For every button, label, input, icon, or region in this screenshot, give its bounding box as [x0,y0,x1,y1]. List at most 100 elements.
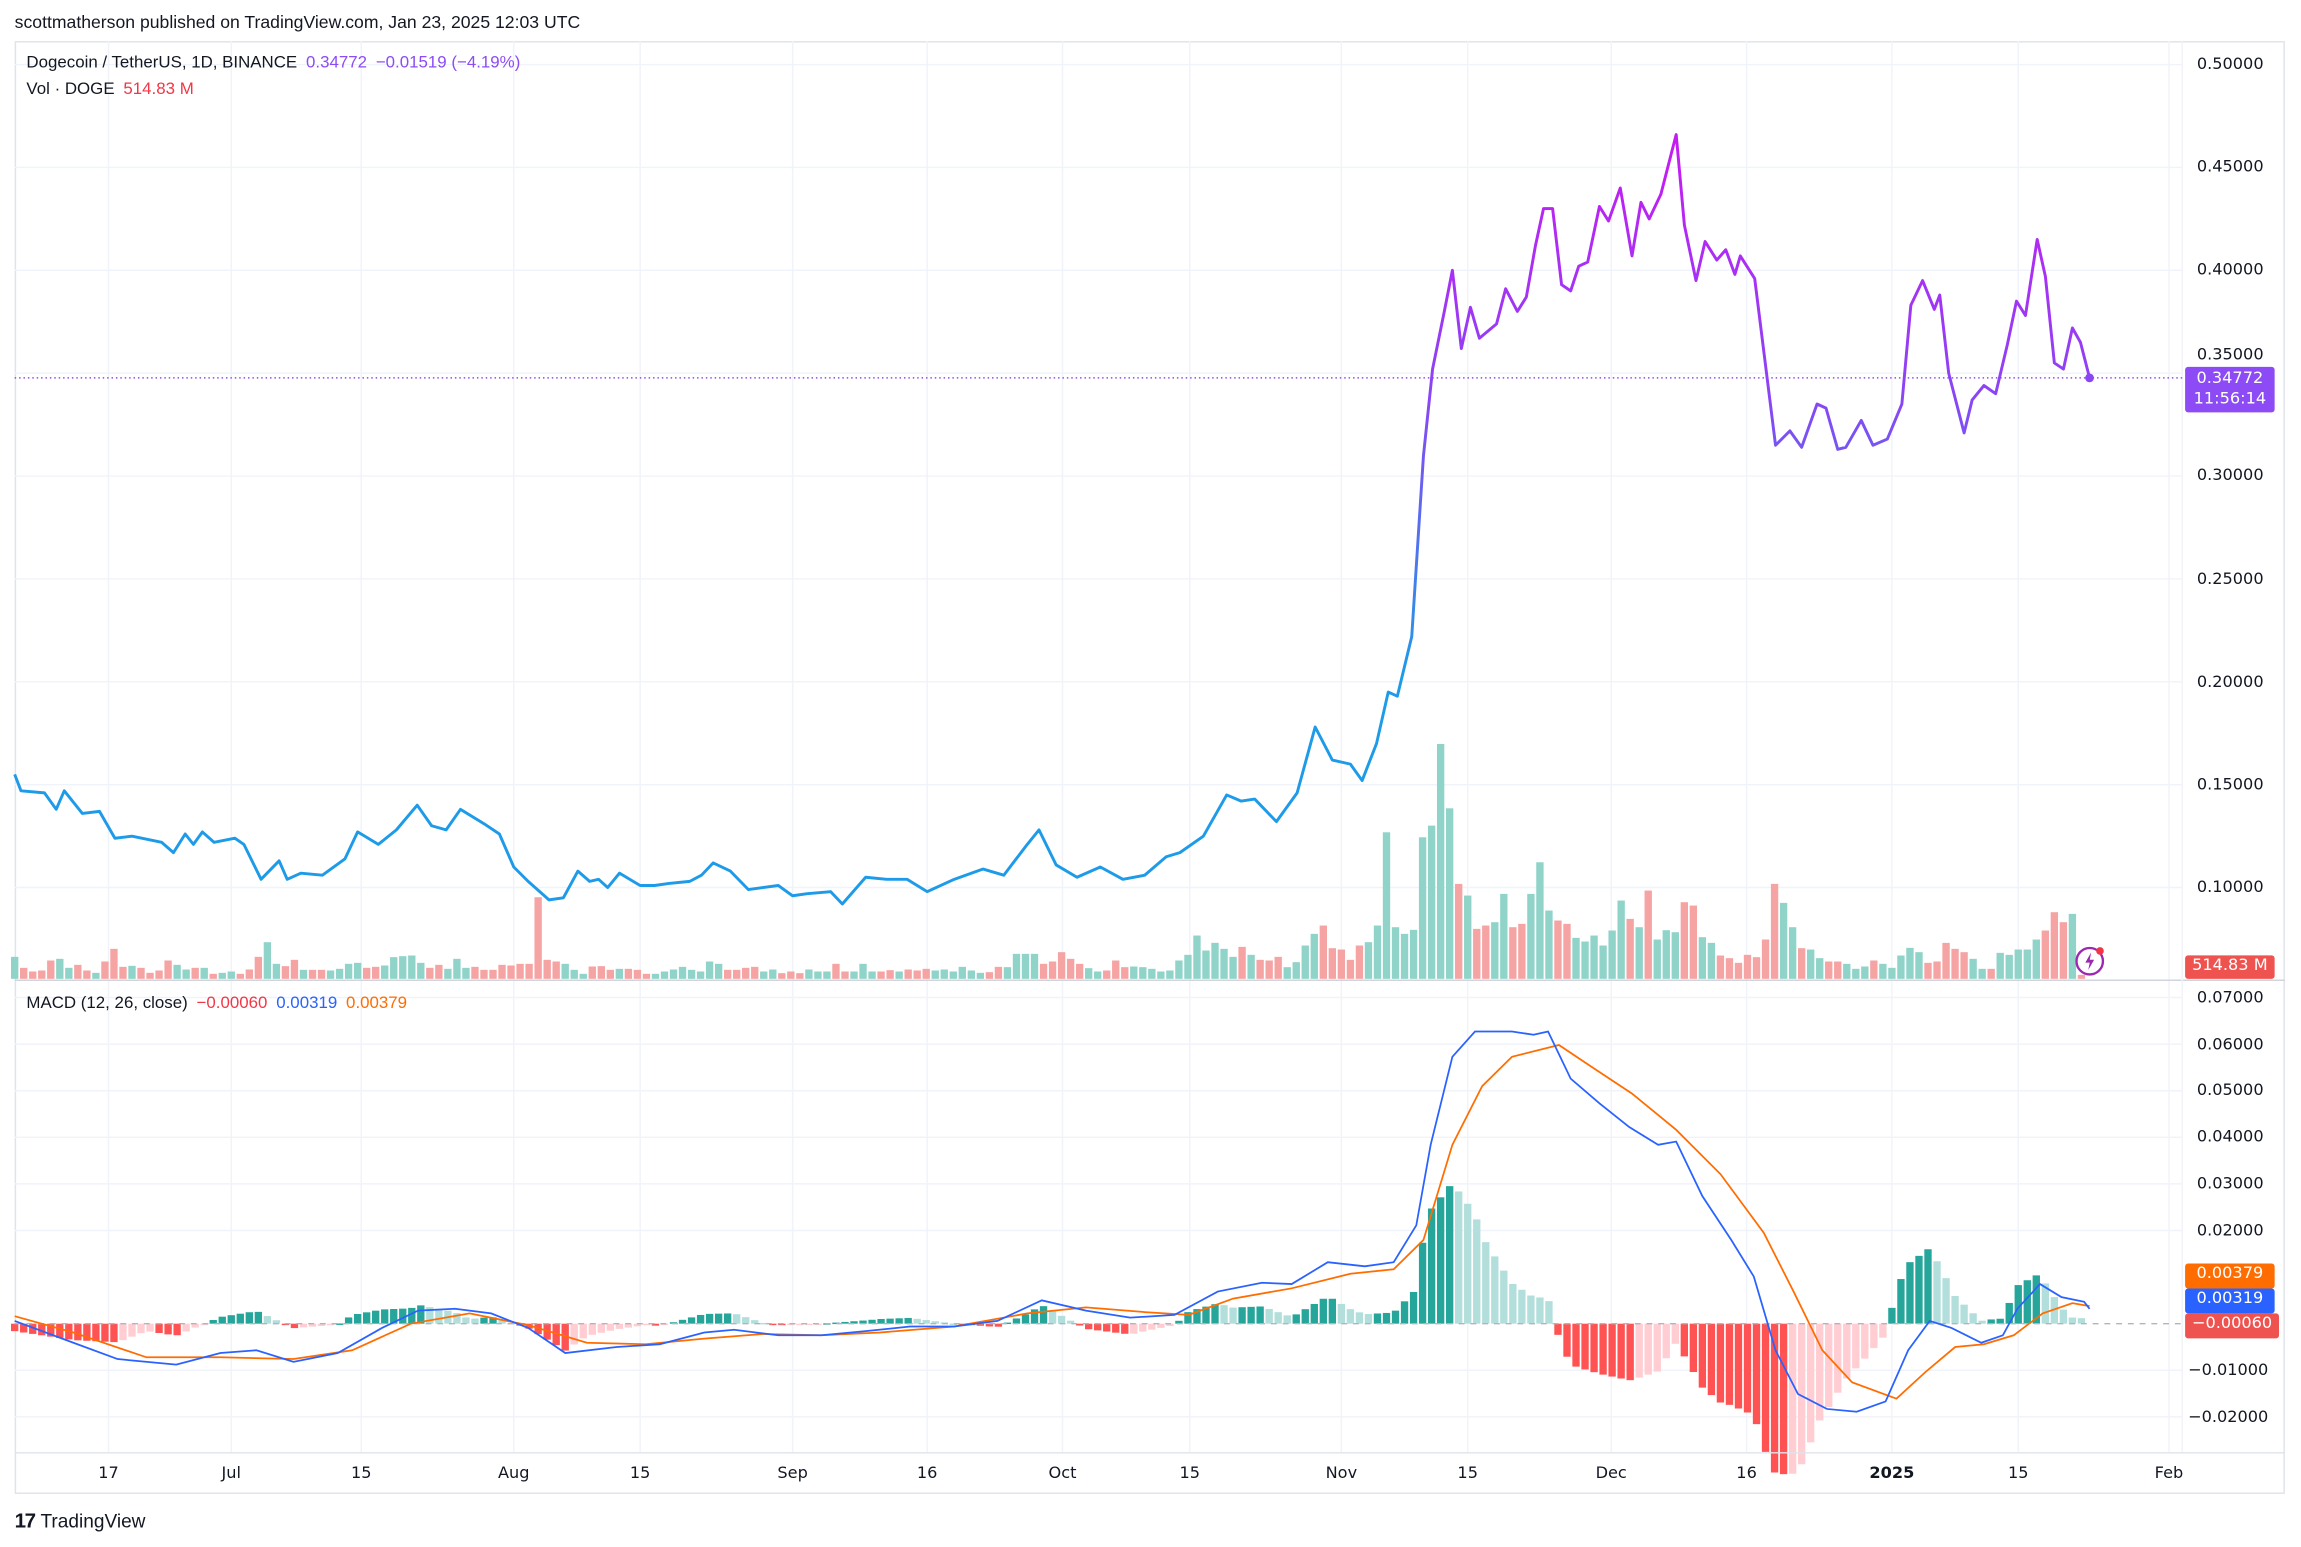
histogram-bar [1355,1312,1364,1324]
volume-bar [2050,912,2059,979]
histogram-bar [1229,1307,1237,1324]
price-tick-label: 0.40000 [2196,260,2264,280]
time-tick-label: 15 [2007,1463,2029,1483]
volume-bar [317,969,326,979]
histogram-bar [101,1323,109,1342]
volume-bar [1473,928,1481,979]
volume-bar [498,964,506,979]
symbol-name[interactable]: Dogecoin / TetherUS, 1D, BINANCE [26,54,298,72]
volume-bar [2032,939,2040,979]
volume-bar [904,969,912,979]
volume-bar [958,966,966,979]
volume-bar [381,965,389,979]
volume-bar [1021,953,1030,979]
histogram-bar [372,1310,380,1324]
macd-hist-value: −0.00060 [196,994,268,1013]
volume-bar [597,966,605,979]
volume-bar [1608,930,1616,979]
lightning-icon[interactable] [2075,946,2105,976]
volume-bar [1265,960,1273,979]
histogram-bar [1572,1323,1580,1367]
histogram-bar [1364,1314,1373,1324]
histogram-bar [1292,1314,1300,1324]
last-price-value: 0.34772 [305,54,368,72]
histogram-bar [1590,1323,1598,1373]
histogram-bar [1897,1279,1905,1324]
histogram-bar [931,1321,939,1324]
histogram-bar [1653,1323,1661,1372]
volume-legend[interactable]: Vol · DOGE 514.83 M [26,81,202,99]
price-change: −0.01519 (−4.19%) [375,54,521,72]
volume-bar [1364,942,1373,979]
volume-bar [760,971,768,979]
volume-bar [1012,953,1021,979]
volume-bar [1752,957,1761,979]
volume-bar [1139,967,1147,979]
volume-bar [1391,927,1400,979]
volume-bar [227,971,235,979]
volume-bar [1103,970,1111,979]
volume-bar [435,964,443,979]
histogram-bar [1888,1307,1896,1324]
macd-legend[interactable]: MACD (12, 26, close) −0.00060 0.00319 0.003… [26,995,415,1013]
histogram-bar [1987,1319,1995,1324]
histogram-bar [1003,1322,1012,1325]
volume-bar [588,966,596,979]
volume-bar [841,971,849,979]
histogram-bar [218,1316,226,1324]
volume-bar [778,973,786,979]
histogram-bar [1581,1323,1589,1370]
histogram-bar [742,1317,750,1324]
histogram-bar [1635,1323,1643,1378]
volume-bars [11,744,2086,979]
histogram-bar [778,1323,786,1326]
time-tick-label: Jul [221,1463,242,1483]
histogram-bar [1301,1309,1309,1324]
volume-bar [1572,937,1580,979]
histogram-bar [1843,1323,1851,1379]
histogram-bar [2014,1285,2022,1324]
volume-bar [1491,922,1499,979]
tradingview-logo[interactable]: 17 TradingView [15,1509,146,1532]
volume-bar [534,897,542,979]
histogram-bar [1427,1208,1436,1324]
volume-bar [65,967,73,979]
volume-bar [832,963,840,979]
histogram-bar [1075,1323,1084,1326]
histogram-bar [805,1323,813,1326]
volume-bar [1698,937,1707,979]
volume-bar [1057,952,1066,979]
histogram-bar [1662,1323,1670,1359]
histogram-bar [2077,1318,2086,1324]
volume-bar [985,972,994,979]
volume-bar [1671,932,1679,979]
histogram-bar [1265,1308,1273,1324]
volume-bar [344,963,353,979]
histogram-bar [588,1323,596,1335]
macd-tick-label: 0.02000 [2196,1220,2264,1240]
histogram-bar [1861,1323,1869,1359]
symbol-legend[interactable]: Dogecoin / TetherUS, 1D, BINANCE 0.34772−… [26,54,529,72]
volume-bar [507,965,515,979]
histogram-bar [326,1323,335,1326]
signal-tag: 0.00379 [2185,1263,2275,1289]
volume-bar [642,973,651,979]
volume-bar [1094,971,1102,979]
volume-bar [733,969,741,979]
volume-bar [615,968,624,979]
histogram-bar [1707,1323,1716,1396]
volume-bar [2068,913,2077,979]
histogram-bar [344,1317,353,1324]
histogram-bar [254,1311,263,1324]
volume-bar [1879,963,1887,979]
histogram-bar [1030,1309,1039,1324]
volume-value: 514.83 M [123,80,194,99]
histogram-bar [651,1323,660,1326]
volume-bar [1906,947,1914,979]
volume-bar [128,965,136,979]
histogram-bar [760,1322,768,1325]
volume-bar [1220,948,1228,979]
volume-bar [101,961,109,979]
histogram-bar [579,1323,587,1339]
